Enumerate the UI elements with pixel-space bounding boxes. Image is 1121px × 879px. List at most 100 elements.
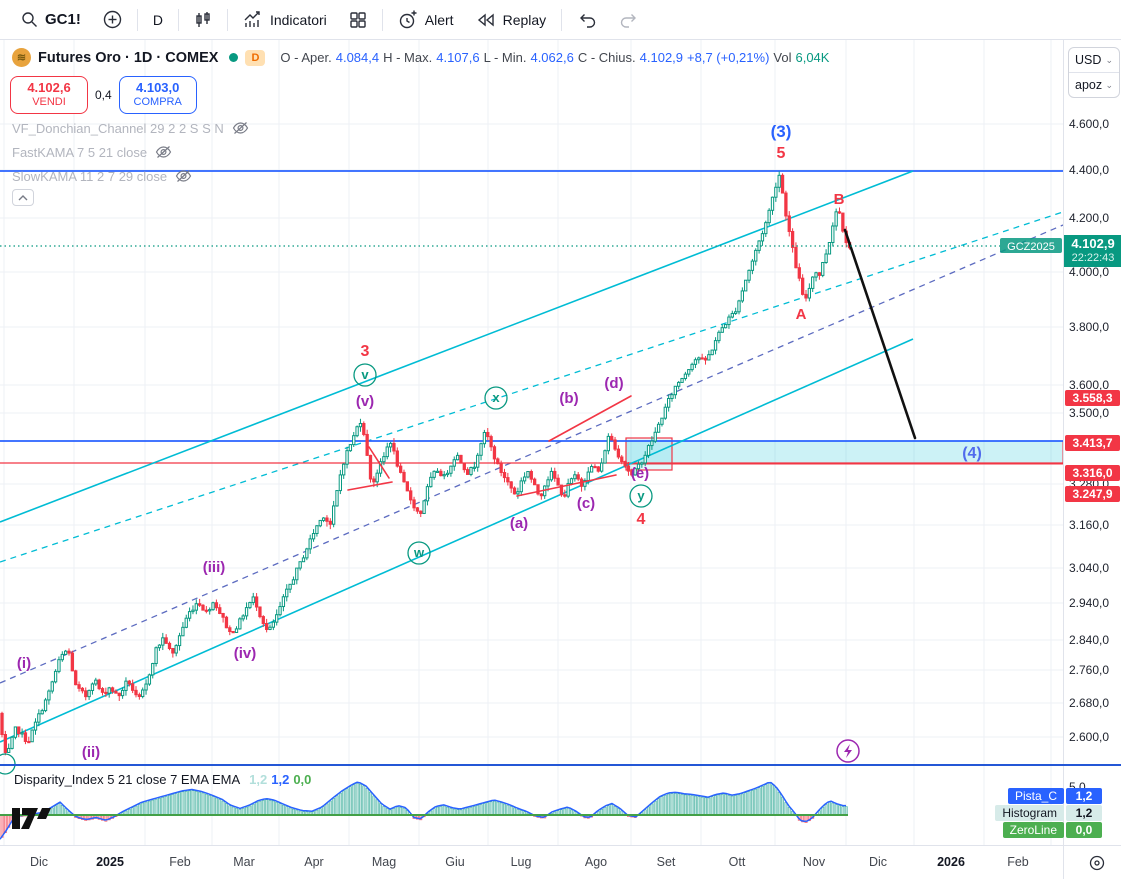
indicator-row[interactable]: FastKAMA 7 5 21 close xyxy=(12,140,249,164)
open-label: O - Aper. xyxy=(280,50,332,65)
grid-layout-icon xyxy=(350,11,366,28)
price-tick: 3.500,0 xyxy=(1069,406,1110,420)
undo-button[interactable] xyxy=(566,6,608,34)
sell-price: 4.102,6 xyxy=(27,80,71,96)
price-tick: 4.400,0 xyxy=(1069,163,1110,177)
wave-label[interactable]: 3 xyxy=(361,343,370,360)
unit-dropdown[interactable]: apoz ⌄ xyxy=(1069,72,1119,97)
replay-rewind-icon xyxy=(477,13,494,26)
price-tick: 3.040,0 xyxy=(1069,561,1110,575)
alert-label: Alert xyxy=(424,11,454,28)
symbol-label: GC1! xyxy=(45,11,81,28)
symbol-search-button[interactable]: GC1! xyxy=(10,6,92,34)
sell-button[interactable]: 4.102,6 VENDI xyxy=(10,76,88,114)
buy-button[interactable]: 4.103,0 COMPRA xyxy=(118,76,197,114)
price-alert-label: 3.413,7 xyxy=(1065,435,1120,451)
chevron-down-icon: ⌄ xyxy=(1105,79,1113,90)
wave-label[interactable]: x xyxy=(492,390,500,405)
indicators-button[interactable]: Indicatori xyxy=(232,6,338,34)
top-toolbar: GC1! D Indicatori Alert Replay xyxy=(0,0,1121,40)
indicator-row[interactable]: SlowKAMA 11 2 7 29 close xyxy=(12,164,249,188)
wave-label[interactable]: (iii) xyxy=(203,559,226,576)
alert-clock-icon xyxy=(399,10,417,28)
replay-button[interactable]: Replay xyxy=(465,6,558,34)
time-axis[interactable]: Dic 2025 Feb Mar Apr Mag Giu Lug Ago Set Ott Nov Dic… xyxy=(0,845,1121,879)
price-tick: 3.160,0 xyxy=(1069,518,1110,532)
disparity-values: 1,2 1,2 0,0 xyxy=(245,772,311,787)
price-alert-label: 3.316,0 xyxy=(1065,465,1120,481)
interval-button[interactable]: D xyxy=(142,6,174,34)
price-tick: 3.600,0 xyxy=(1069,378,1110,392)
disparity-value: 0,0 xyxy=(293,772,312,787)
eye-off-icon xyxy=(175,170,192,182)
collapse-indicators-button[interactable] xyxy=(12,189,34,206)
volume-label: Vol xyxy=(773,50,792,65)
alert-button[interactable]: Alert xyxy=(387,6,465,34)
axis-unit-box: USD ⌄ apoz ⌄ xyxy=(1068,47,1120,98)
wave-label[interactable]: (4) xyxy=(962,445,982,462)
time-axis-label: Set xyxy=(656,855,676,869)
wave-label[interactable]: w xyxy=(413,545,425,560)
disparity-title: Disparity_Index 5 21 close 7 EMA EMA xyxy=(14,772,241,787)
wave-label[interactable]: A xyxy=(796,306,807,323)
price-tick: 2.760,0 xyxy=(1069,663,1110,677)
indicator-row[interactable]: VF_Donchian_Channel 29 2 2 S S N xyxy=(12,116,249,140)
disparity-legend[interactable]: Disparity_Index 5 21 close 7 EMA EMA 1,2… xyxy=(14,772,311,787)
gold-symbol-icon: ≋ xyxy=(12,48,31,67)
currency-dropdown[interactable]: USD ⌄ xyxy=(1069,48,1119,72)
wave-label[interactable]: (a) xyxy=(510,515,528,532)
time-axis-label: Feb xyxy=(169,855,191,869)
price-tick: 2.940,0 xyxy=(1069,596,1110,610)
pane-separator[interactable] xyxy=(0,764,1121,766)
wave-label[interactable]: (d) xyxy=(604,375,623,392)
time-axis-label: Ago xyxy=(584,855,608,869)
tradingview-logo[interactable] xyxy=(12,806,52,832)
indicator-list: VF_Donchian_Channel 29 2 2 S S N FastKAMA… xyxy=(12,116,249,188)
wave-label[interactable]: (v) xyxy=(356,393,374,410)
price-chart-canvas[interactable]: GCZ2025 (3) 5 B A 3 v (v) x (b) (d) (e) y 4 (c) (a) (iii… xyxy=(0,0,1063,845)
wave-label[interactable]: (ii) xyxy=(82,744,100,761)
chart-style-button[interactable] xyxy=(183,6,223,34)
volume-value: 6,04K xyxy=(795,50,830,65)
high-value: 4.107,6 xyxy=(436,50,480,65)
wave-label[interactable]: (3) xyxy=(771,122,792,141)
symbol-title: Futures Oro · 1D · COMEX xyxy=(38,49,219,66)
indicator-title: FastKAMA 7 5 21 close xyxy=(12,144,148,160)
spread-value: 0,4 xyxy=(95,88,112,102)
interval-label: D xyxy=(152,11,163,28)
undo-arrow-icon xyxy=(580,13,596,28)
axis-settings-button[interactable] xyxy=(1085,852,1109,874)
redo-button[interactable] xyxy=(608,6,650,34)
wave-label[interactable]: y xyxy=(637,488,645,503)
layout-grid-button[interactable] xyxy=(338,6,378,34)
low-label: L - Min. xyxy=(483,50,527,65)
wave-label[interactable]: (i) xyxy=(17,655,31,672)
wave-label[interactable]: (iv) xyxy=(234,645,257,662)
chevron-down-icon: ⌄ xyxy=(1105,54,1113,65)
zeroline-badge: ZeroLine 0,0 xyxy=(1002,822,1102,838)
toolbar-divider xyxy=(136,8,138,31)
price-tick: 3.800,0 xyxy=(1069,320,1110,334)
interval-badge: D xyxy=(245,49,266,66)
wave-label[interactable]: (b) xyxy=(559,390,578,407)
current-price-value: 4.102,9 xyxy=(1071,236,1115,251)
wave-label[interactable]: (c) xyxy=(577,495,595,512)
candlestick-icon xyxy=(196,11,210,27)
chart-legend[interactable]: ≋ Futures Oro · 1D · COMEX D O - Aper. 4.… xyxy=(12,48,829,67)
wave-label[interactable]: 5 xyxy=(777,145,786,162)
disparity-value: 1,2 xyxy=(249,772,268,787)
indicators-icon xyxy=(244,10,260,27)
wave-label[interactable]: (e) xyxy=(631,465,649,482)
ohlc-values: O - Aper. 4.084,4 H - Max. 4.107,6 L - Min… xyxy=(280,50,829,65)
price-tick: 2.600,0 xyxy=(1069,730,1110,744)
compare-add-button[interactable] xyxy=(92,6,133,34)
time-axis-label: Mag xyxy=(371,855,397,869)
wave-label[interactable]: v xyxy=(361,367,369,382)
currency-value: USD xyxy=(1075,53,1102,67)
wave-label[interactable]: 4 xyxy=(637,511,646,528)
indicator-title: SlowKAMA 11 2 7 29 close xyxy=(12,168,168,184)
wave-label[interactable]: B xyxy=(834,191,845,208)
price-alert-label: 3.247,9 xyxy=(1065,486,1120,502)
buy-price: 4.103,0 xyxy=(136,80,180,96)
price-axis[interactable]: USD ⌄ apoz ⌄ 4.600,0 4.400,0 4.200,0 4.000,… xyxy=(1063,40,1121,845)
